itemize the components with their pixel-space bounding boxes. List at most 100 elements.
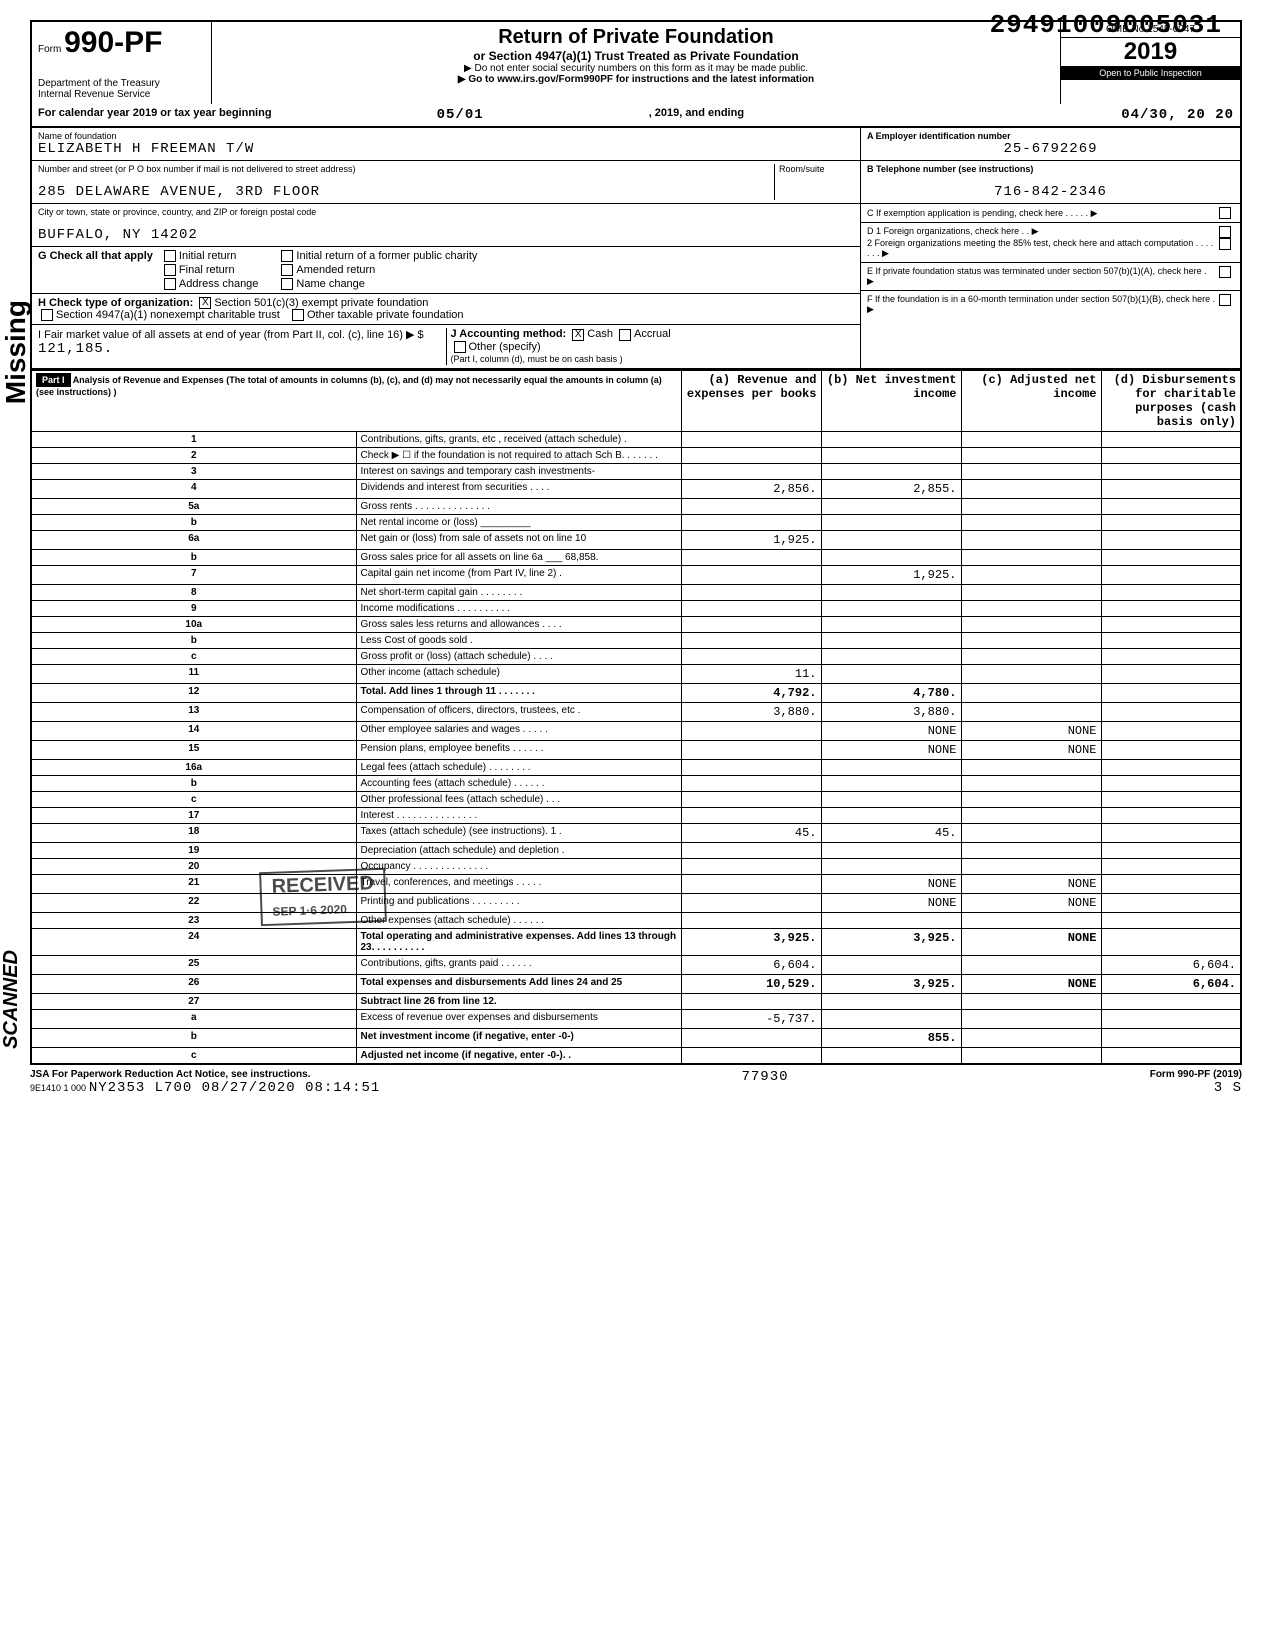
val-a: 4,792. <box>681 683 821 702</box>
line-desc: Net gain or (loss) from sale of assets n… <box>356 530 681 549</box>
checkbox-d1[interactable] <box>1219 226 1231 238</box>
checkbox-name-change[interactable] <box>281 278 293 290</box>
line-no: b <box>31 775 356 791</box>
checkbox-initial-return[interactable] <box>164 250 176 262</box>
section-ij: I Fair market value of all assets at end… <box>32 325 860 367</box>
line-no: 17 <box>31 807 356 823</box>
table-row: 15Pension plans, employee benefits . . .… <box>31 740 1241 759</box>
checkbox-4947[interactable] <box>41 309 53 321</box>
opt-initial: Initial return <box>179 250 236 262</box>
val-d <box>1101 616 1241 632</box>
checkbox-final-return[interactable] <box>164 264 176 276</box>
line-desc: Total expenses and disbursements Add lin… <box>356 974 681 993</box>
checkbox-501c3[interactable]: X <box>199 297 211 309</box>
val-d <box>1101 498 1241 514</box>
d2-label: 2 Foreign organizations meeting the 85% … <box>867 238 1216 259</box>
addr-label: Number and street (or P O box number if … <box>38 164 774 174</box>
form-subtitle: or Section 4947(a)(1) Trust Treated as P… <box>218 49 1054 63</box>
table-row: 10aGross sales less returns and allowanc… <box>31 616 1241 632</box>
table-row: bLess Cost of goods sold . <box>31 632 1241 648</box>
val-d <box>1101 530 1241 549</box>
checkbox-initial-former[interactable] <box>281 250 293 262</box>
table-row: aExcess of revenue over expenses and dis… <box>31 1009 1241 1028</box>
checkbox-cash[interactable]: X <box>572 329 584 341</box>
line-desc: Total. Add lines 1 through 11 . . . . . … <box>356 683 681 702</box>
line-desc: Printing and publications . . . . . . . … <box>356 893 681 912</box>
line-no: 5a <box>31 498 356 514</box>
fmv-value: 121,185. <box>38 341 113 357</box>
checkbox-other-tax[interactable] <box>292 309 304 321</box>
val-b: 3,925. <box>821 974 961 993</box>
val-a <box>681 463 821 479</box>
section-g: G Check all that apply Initial return In… <box>32 247 860 294</box>
cal-mid: , 2019, and ending <box>649 107 744 123</box>
b-label: B Telephone number (see instructions) <box>867 164 1234 174</box>
val-c <box>961 479 1101 498</box>
val-a <box>681 1047 821 1064</box>
i-label: I Fair market value of all assets at end… <box>38 329 424 341</box>
val-c <box>961 912 1101 928</box>
checkbox-c[interactable] <box>1219 207 1231 219</box>
val-d <box>1101 928 1241 955</box>
opt-former: Initial return of a former public charit… <box>296 250 477 262</box>
val-c <box>961 632 1101 648</box>
table-row: 24Total operating and administrative exp… <box>31 928 1241 955</box>
checkbox-f[interactable] <box>1219 294 1231 306</box>
val-a <box>681 791 821 807</box>
missing-stamp: Missing <box>0 300 32 404</box>
checkbox-d2[interactable] <box>1219 238 1231 250</box>
val-a <box>681 549 821 565</box>
opt-name-change: Name change <box>296 278 365 290</box>
line-desc: Check ▶ ☐ if the foundation is not requi… <box>356 447 681 463</box>
line-desc: Adjusted net income (if negative, enter … <box>356 1047 681 1064</box>
val-b <box>821 447 961 463</box>
val-c <box>961 702 1101 721</box>
val-a <box>681 874 821 893</box>
line-desc: Gross sales less returns and allowances … <box>356 616 681 632</box>
val-d: 6,604. <box>1101 955 1241 974</box>
val-d <box>1101 874 1241 893</box>
val-b <box>821 616 961 632</box>
table-row: cOther professional fees (attach schedul… <box>31 791 1241 807</box>
table-row: cGross profit or (loss) (attach schedule… <box>31 648 1241 664</box>
val-a <box>681 775 821 791</box>
calendar-row: For calendar year 2019 or tax year begin… <box>30 104 1242 128</box>
checkbox-addr-change[interactable] <box>164 278 176 290</box>
val-b <box>821 498 961 514</box>
val-a <box>681 431 821 447</box>
line-desc: Net investment income (if negative, ente… <box>356 1028 681 1047</box>
val-a <box>681 759 821 775</box>
val-b: NONE <box>821 893 961 912</box>
val-b <box>821 842 961 858</box>
line-no: 14 <box>31 721 356 740</box>
val-c <box>961 498 1101 514</box>
line-desc: Dividends and interest from securities .… <box>356 479 681 498</box>
line-no: 2 <box>31 447 356 463</box>
val-c <box>961 447 1101 463</box>
val-c <box>961 683 1101 702</box>
val-a <box>681 912 821 928</box>
val-b: NONE <box>821 740 961 759</box>
checkbox-other-method[interactable] <box>454 341 466 353</box>
ein: 25-6792269 <box>867 141 1234 157</box>
val-c <box>961 664 1101 683</box>
table-row: 25Contributions, gifts, grants paid . . … <box>31 955 1241 974</box>
phone: 716-842-2346 <box>867 184 1234 200</box>
checkbox-amended[interactable] <box>281 264 293 276</box>
foot-num: 77930 <box>742 1069 789 1096</box>
val-c <box>961 648 1101 664</box>
val-b <box>821 791 961 807</box>
val-d <box>1101 600 1241 616</box>
col-a-header: (a) Revenue and expenses per books <box>681 370 821 431</box>
val-d <box>1101 823 1241 842</box>
val-b <box>821 858 961 874</box>
val-d <box>1101 791 1241 807</box>
val-b: 855. <box>821 1028 961 1047</box>
line-desc: Net rental income or (loss) _________ <box>356 514 681 530</box>
val-c <box>961 616 1101 632</box>
checkbox-e[interactable] <box>1219 266 1231 278</box>
table-row: 5aGross rents . . . . . . . . . . . . . … <box>31 498 1241 514</box>
checkbox-accrual[interactable] <box>619 329 631 341</box>
val-b <box>821 584 961 600</box>
val-c <box>961 431 1101 447</box>
